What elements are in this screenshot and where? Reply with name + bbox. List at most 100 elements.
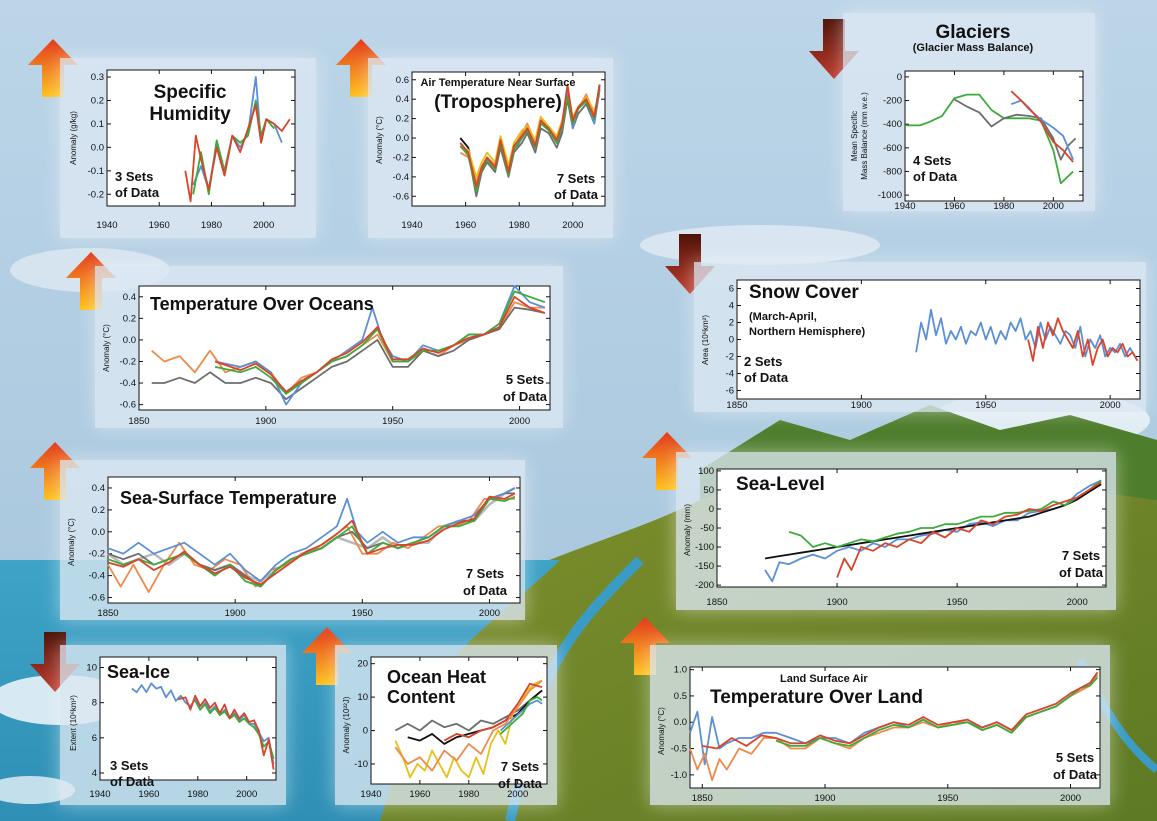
y-tick-label: -800 [883, 166, 902, 177]
trend-up-arrow [620, 617, 670, 675]
data-sets-label: of Data [913, 169, 958, 184]
x-tick-label: 1900 [255, 416, 276, 427]
x-tick-label: 2000 [1100, 400, 1121, 411]
data-sets-label: 2 Sets [744, 354, 782, 369]
y-tick-label: -0.2 [393, 152, 409, 163]
panel-ocean-heat-content: -10 0 10 20 1940 1960 1980 2000 Anomaly (10²²J) O… [335, 645, 557, 805]
x-tick-label: 1900 [225, 608, 246, 619]
x-tick-label: 2000 [1060, 793, 1081, 804]
y-tick-label: -6 [726, 386, 734, 397]
y-tick-label: -1.0 [671, 770, 687, 781]
x-tick-label: 1960 [138, 789, 159, 800]
x-tick-label: 1980 [458, 789, 479, 800]
y-tick-label: 0 [709, 504, 714, 515]
x-tick-label: 1940 [360, 789, 381, 800]
y-tick-label: -0.5 [671, 744, 687, 755]
panel-sea-surface-temperature: -0.6 -0.4 -0.2 0.0 0.2 0.4 1850 1900 1950 2000 Ano… [60, 460, 525, 620]
x-tick-label: 1980 [187, 789, 208, 800]
x-tick-label: 1950 [937, 793, 958, 804]
x-tick-label: 1850 [706, 597, 727, 608]
x-tick-label: 2000 [562, 220, 583, 231]
trend-up-arrow [30, 442, 80, 500]
data-sets-label: 5 Sets [506, 372, 544, 387]
chart-title: Sea-Ice [107, 662, 170, 682]
panel-specific-humidity: -0.2 -0.1 0.0 0.1 0.2 0.3 1940 1960 1980 2000 Anom… [60, 58, 316, 238]
y-tick-label: 0.4 [123, 292, 136, 303]
series-line-red [214, 295, 546, 393]
x-tick-label: 1940 [89, 789, 110, 800]
x-tick-label: 1940 [96, 220, 117, 231]
panel-sea-level: -200 -150 -100 -50 0 50 100 1850 1900 1950 2000 Ano… [676, 452, 1116, 610]
chart-sealevel: -200 -150 -100 -50 0 50 100 1850 1900 1950 2000 Ano… [683, 466, 1107, 608]
x-tick-label: 1980 [993, 201, 1014, 211]
x-tick-label: 2000 [1043, 201, 1064, 211]
y-tick-label: 0.2 [91, 95, 104, 106]
chart-title: Air Temperature Near Surface [420, 77, 575, 89]
x-tick-label: 1900 [814, 793, 835, 804]
y-tick-label: 100 [698, 466, 714, 477]
y-axis-label: Anomaly (°C) [657, 707, 666, 755]
y-tick-label: 0.6 [396, 75, 409, 86]
chart-title: Glaciers [936, 22, 1011, 43]
x-tick-label: 1850 [692, 793, 713, 804]
x-tick-label: 2000 [253, 220, 274, 231]
x-tick-label: 2000 [509, 416, 530, 427]
y-axis-label: Anomaly (°C) [102, 324, 111, 372]
series-line-red [836, 481, 1102, 578]
x-tick-label: 1850 [97, 608, 118, 619]
chart-title: Sea-Level [736, 474, 825, 495]
y-tick-label: -400 [883, 119, 902, 130]
y-tick-label: 20 [357, 659, 368, 670]
y-axis-label: Area (10⁶km²) [701, 315, 710, 365]
x-tick-label: 1960 [944, 201, 965, 211]
y-tick-label: 0 [897, 72, 902, 83]
panel-troposphere: -0.6 -0.4 -0.2 0.0 0.2 0.4 0.6 1940 1960 1980 2000… [368, 58, 613, 238]
data-sets-label: of Data [503, 389, 548, 404]
x-tick-label: 1960 [409, 789, 430, 800]
y-tick-label: -0.4 [393, 172, 409, 183]
chart-title: Land Surface Air [780, 673, 868, 685]
x-tick-label: 1980 [201, 220, 222, 231]
data-sets-label: of Data [1059, 565, 1104, 580]
series-line-red [1010, 90, 1074, 163]
y-tick-label: 0.3 [91, 72, 104, 83]
y-tick-label: 10 [86, 663, 97, 674]
y-tick-label: 0.0 [123, 335, 136, 346]
plot-area [107, 476, 521, 604]
series-line-green [214, 290, 546, 395]
chart-title: Ocean Heat [387, 667, 486, 687]
y-tick-label: -150 [695, 561, 714, 572]
y-axis-label: Anomaly (mm) [683, 504, 692, 556]
plot-area [370, 656, 548, 785]
y-tick-label: -0.4 [120, 378, 136, 389]
data-sets-label: of Data [110, 774, 155, 789]
chart-title: Temperature Over Oceans [150, 294, 374, 314]
data-sets-label: 7 Sets [501, 759, 539, 774]
y-axis-label: Anomaly (g/kg) [69, 111, 78, 165]
data-sets-label: 3 Sets [115, 169, 153, 184]
x-tick-label: 1850 [128, 416, 149, 427]
chart-humidity: -0.2 -0.1 0.0 0.1 0.2 0.3 1940 1960 1980 2000 Anom… [69, 69, 296, 231]
y-tick-label: 0.1 [91, 119, 104, 130]
chart-ohc: -10 0 10 20 1940 1960 1980 2000 Anomaly (10²²J) O… [342, 656, 548, 800]
data-sets-label: 7 Sets [1062, 548, 1100, 563]
y-tick-label: 8 [92, 698, 97, 709]
series-line-green [788, 479, 1102, 548]
series-line-gray [953, 98, 1077, 161]
y-tick-label: 0.4 [92, 483, 105, 494]
chart-subtitle: (March-April, [749, 311, 817, 323]
y-tick-label: 4 [729, 301, 734, 312]
plot-area [106, 69, 296, 207]
y-tick-label: -0.1 [88, 166, 104, 177]
y-tick-label: 10 [357, 692, 368, 703]
data-sets-label: of Data [1053, 767, 1098, 782]
y-tick-label: 0.2 [123, 313, 136, 324]
y-tick-label: -200 [695, 580, 714, 591]
chart-subtitle: Northern Hemisphere) [749, 326, 865, 338]
series-line-red [177, 694, 275, 770]
series-line-blue [915, 308, 1136, 358]
y-tick-label: -0.4 [89, 571, 105, 582]
x-tick-label: 1900 [851, 400, 872, 411]
x-tick-label: 2000 [1067, 597, 1088, 608]
series-line-green [499, 696, 543, 735]
